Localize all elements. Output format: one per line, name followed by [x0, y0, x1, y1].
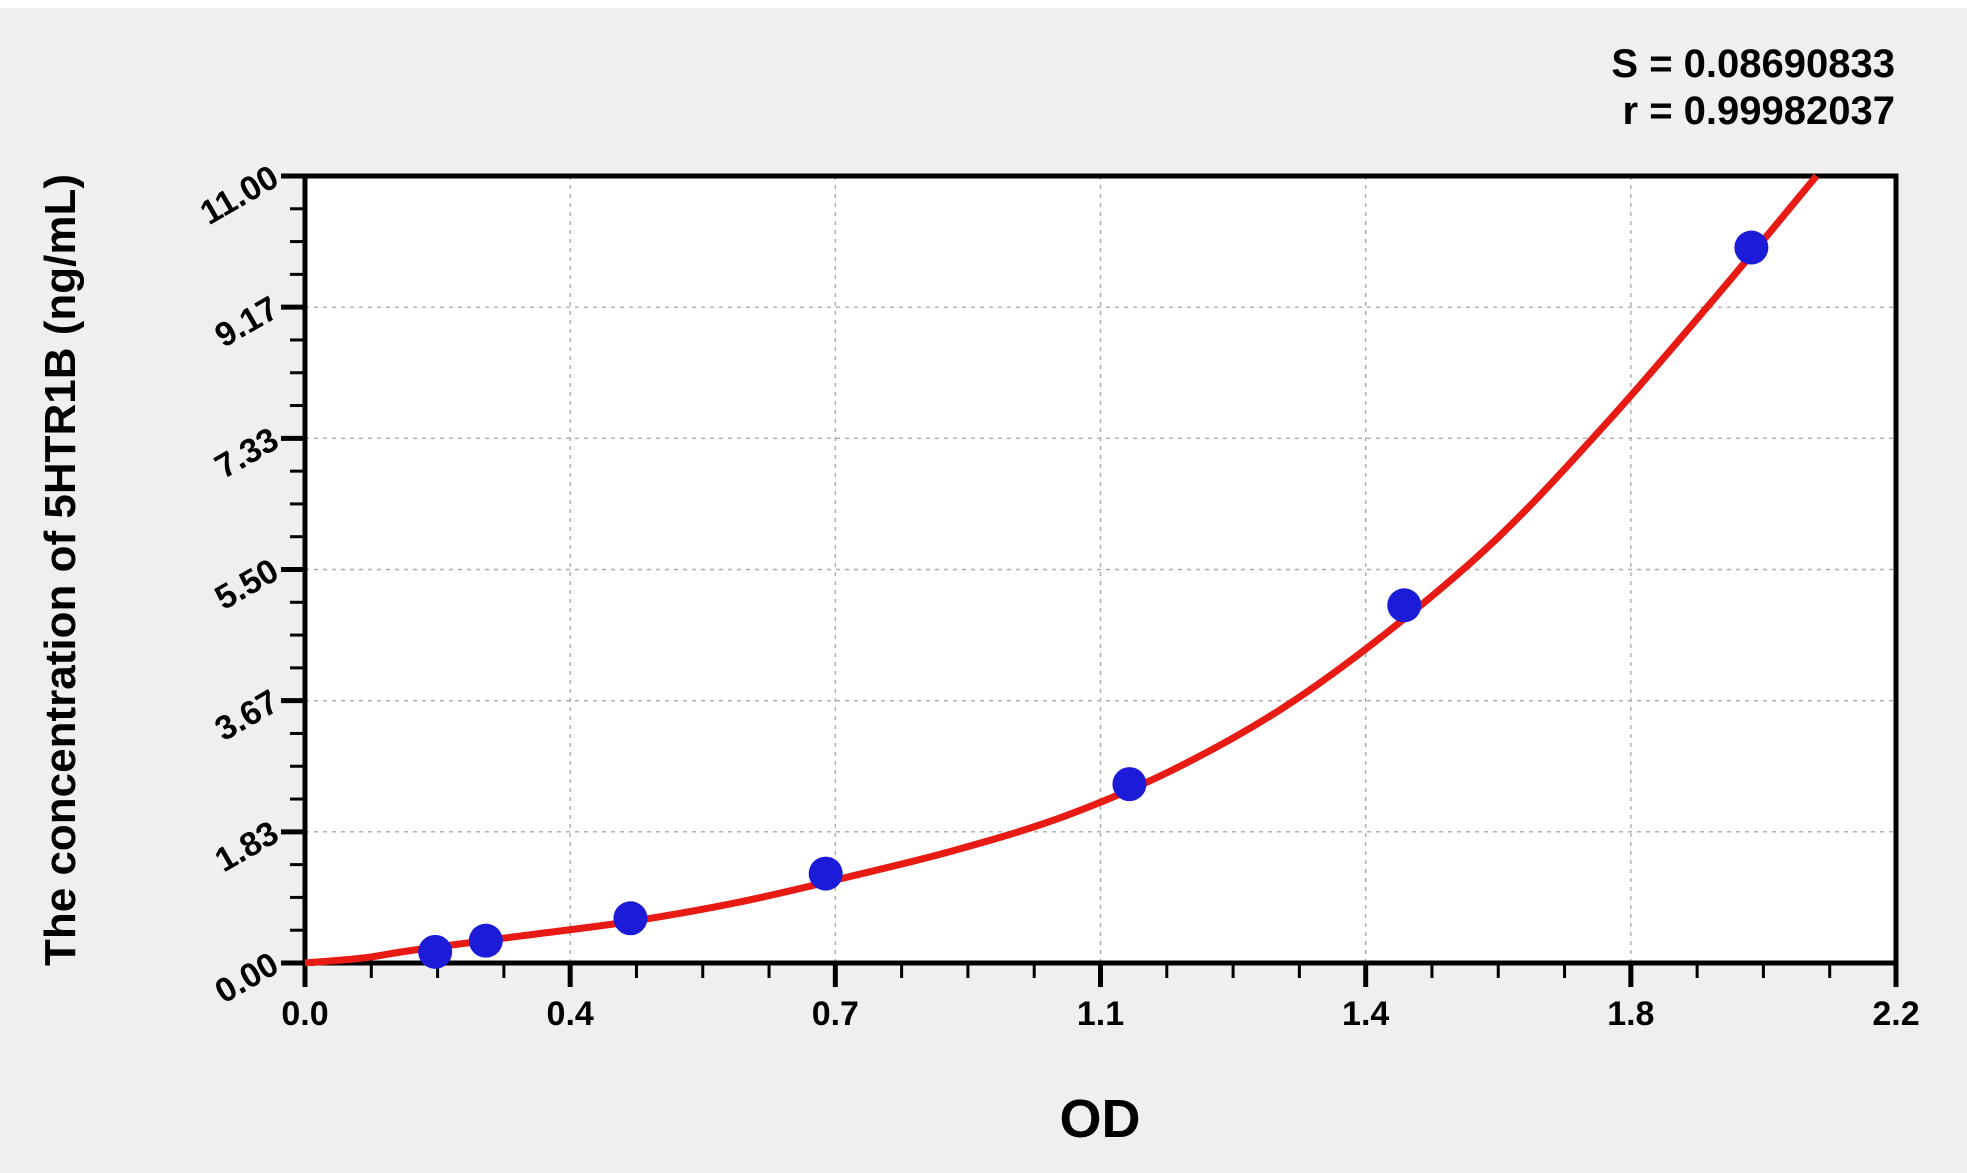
y-tick-label: 1.83 — [209, 814, 285, 880]
plot-generated-layer: 0.0 0.4 0.7 1.1 1.4 1.8 2.2 0.00 1.83 3.67 5.50 7.3… — [194, 158, 1920, 1033]
y-tick-label: 3.67 — [209, 683, 285, 749]
y-tick-label: 9.17 — [209, 289, 285, 355]
data-point — [613, 901, 648, 936]
x-tick-label: 1.8 — [1607, 995, 1654, 1033]
fit-curve-line — [304, 173, 1820, 966]
y-tick-label: 5.50 — [209, 552, 285, 618]
x-axis-title: OD — [1060, 1089, 1141, 1149]
data-point — [1734, 230, 1769, 265]
x-tick-label: 0.4 — [547, 995, 594, 1033]
stat-r-value: r = 0.99982037 — [1623, 89, 1895, 133]
top-border-strip — [0, 0, 1967, 8]
y-tick-label: 11.00 — [194, 158, 285, 233]
stat-s-value: S = 0.08690833 — [1611, 42, 1895, 86]
y-axis-title: The concentration of 5HTR1B (ng/mL) — [36, 174, 85, 966]
y-tick-label: 0.00 — [209, 945, 285, 1011]
x-tick-label: 2.2 — [1872, 995, 1919, 1033]
data-point — [1112, 767, 1147, 802]
data-point — [808, 856, 843, 891]
x-tick-label: 0.7 — [812, 995, 859, 1033]
data-point — [418, 934, 453, 969]
x-tick-label: 0.0 — [281, 995, 328, 1033]
x-tick-label: 1.1 — [1077, 995, 1124, 1033]
y-tick-label: 7.33 — [209, 420, 285, 486]
plot-border — [302, 173, 1899, 966]
data-point — [468, 923, 503, 958]
data-point — [1387, 588, 1422, 623]
x-tick-label: 1.4 — [1342, 995, 1389, 1033]
